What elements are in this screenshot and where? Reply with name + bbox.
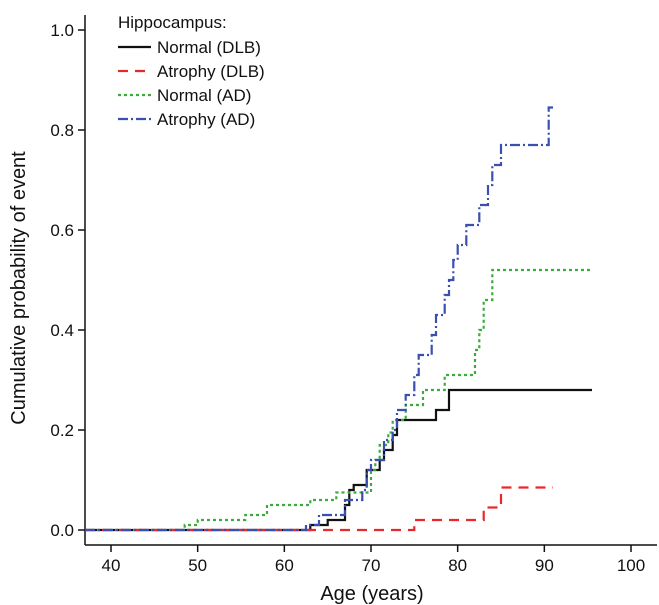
legend: Hippocampus: Normal (DLB) Atrophy (DLB) No… bbox=[118, 13, 265, 129]
x-tick-label: 90 bbox=[535, 556, 554, 575]
x-tick-label: 70 bbox=[362, 556, 381, 575]
x-tick-label: 50 bbox=[188, 556, 207, 575]
x-axis-title: Age (years) bbox=[320, 583, 423, 605]
legend-label: Normal (AD) bbox=[157, 86, 251, 105]
x-tick-label: 80 bbox=[448, 556, 467, 575]
y-tick-label: 0.4 bbox=[50, 321, 74, 340]
x-tick-label: 40 bbox=[102, 556, 121, 575]
y-ticks: 0.0 0.2 0.4 0.6 0.8 1.0 bbox=[50, 21, 85, 540]
series-lines bbox=[85, 106, 592, 532]
x-tick-label: 60 bbox=[275, 556, 294, 575]
x-tick-label: 100 bbox=[617, 556, 645, 575]
y-tick-label: 0.2 bbox=[50, 421, 74, 440]
y-tick-label: 0.0 bbox=[50, 521, 74, 540]
legend-label: Normal (DLB) bbox=[157, 38, 261, 57]
series-line bbox=[85, 486, 553, 532]
series-line bbox=[85, 388, 592, 532]
legend-title: Hippocampus: bbox=[118, 13, 227, 32]
series-line bbox=[85, 268, 592, 532]
y-tick-label: 0.8 bbox=[50, 121, 74, 140]
series-line bbox=[85, 106, 553, 532]
y-tick-label: 1.0 bbox=[50, 21, 74, 40]
legend-label: Atrophy (AD) bbox=[157, 110, 255, 129]
y-axis-title: Cumulative probability of event bbox=[8, 151, 30, 425]
y-tick-label: 0.6 bbox=[50, 221, 74, 240]
x-ticks: 40 50 60 70 80 90 100 bbox=[102, 545, 645, 575]
legend-label: Atrophy (DLB) bbox=[157, 62, 265, 81]
